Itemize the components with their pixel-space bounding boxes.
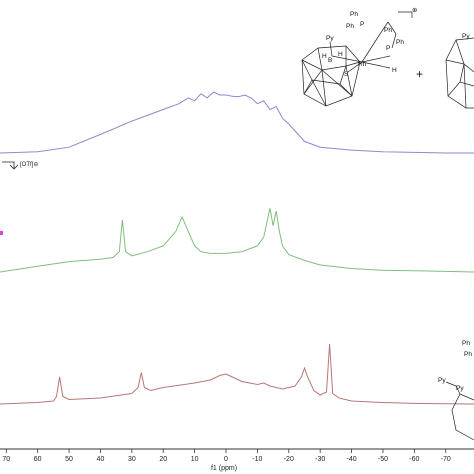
x-tick-label: 10	[191, 456, 199, 463]
plus-sign: +	[416, 67, 423, 81]
x-tick-label: -40	[347, 456, 357, 463]
x-axis-ticks: 70 60 50 40 30 20 10 0 -10 -20 -30 -40 -50 -60 -70	[2, 449, 451, 463]
svg-text:B: B	[328, 57, 332, 64]
molecule-structure-2	[445, 37, 474, 109]
svg-text:Rh: Rh	[358, 61, 367, 68]
svg-text:Ph: Ph	[464, 351, 472, 358]
svg-text:H: H	[338, 51, 343, 58]
x-tick-label: 20	[159, 456, 167, 463]
py-label-2: Py	[462, 33, 470, 40]
magenta-mark	[0, 231, 3, 235]
svg-text:[OTf]⊖: [OTf]⊖	[20, 162, 38, 168]
molecule-labels-1: Ph Ph P Ph P Ph Py H H B Rh S H ⊕	[322, 7, 418, 78]
svg-text:Ph: Ph	[462, 340, 470, 347]
svg-text:S: S	[344, 71, 349, 78]
x-tick-label: -10	[252, 456, 262, 463]
svg-text:Ph: Ph	[396, 39, 404, 46]
svg-text:Py: Py	[456, 385, 464, 392]
svg-text:Py: Py	[438, 377, 446, 384]
svg-text:P: P	[386, 45, 390, 52]
x-tick-label: -70	[441, 456, 451, 463]
molecule-structure-3	[445, 381, 474, 441]
svg-text:H: H	[322, 53, 327, 60]
x-tick-label: 40	[97, 456, 105, 463]
x-tick-label: -20	[284, 456, 294, 463]
svg-text:⊕: ⊕	[412, 7, 418, 14]
svg-text:P: P	[360, 21, 364, 28]
molecule-labels-3: Ph Ph Py Py	[438, 340, 472, 392]
x-axis-title: f1 (ppm)	[211, 465, 237, 472]
nmr-trace-1	[0, 91, 474, 154]
nmr-trace-2	[0, 208, 474, 273]
svg-text:Ph: Ph	[346, 23, 354, 30]
svg-text:Py: Py	[326, 35, 334, 42]
x-tick-label: -50	[378, 456, 388, 463]
svg-text:Ph: Ph	[350, 11, 358, 18]
svg-text:H: H	[392, 67, 397, 74]
svg-text:Ph: Ph	[384, 27, 392, 34]
x-tick-label: 30	[128, 456, 136, 463]
counterion-fragment: [OTf]⊖	[2, 161, 38, 170]
nmr-trace-3	[0, 343, 474, 405]
x-tick-label: 0	[224, 456, 228, 463]
x-tick-label: -30	[315, 456, 325, 463]
x-tick-label: 60	[34, 456, 42, 463]
molecule-structure-1	[301, 11, 413, 107]
x-tick-label: 50	[65, 456, 73, 463]
x-tick-label: -60	[409, 456, 419, 463]
x-tick-label: 70	[2, 456, 10, 463]
